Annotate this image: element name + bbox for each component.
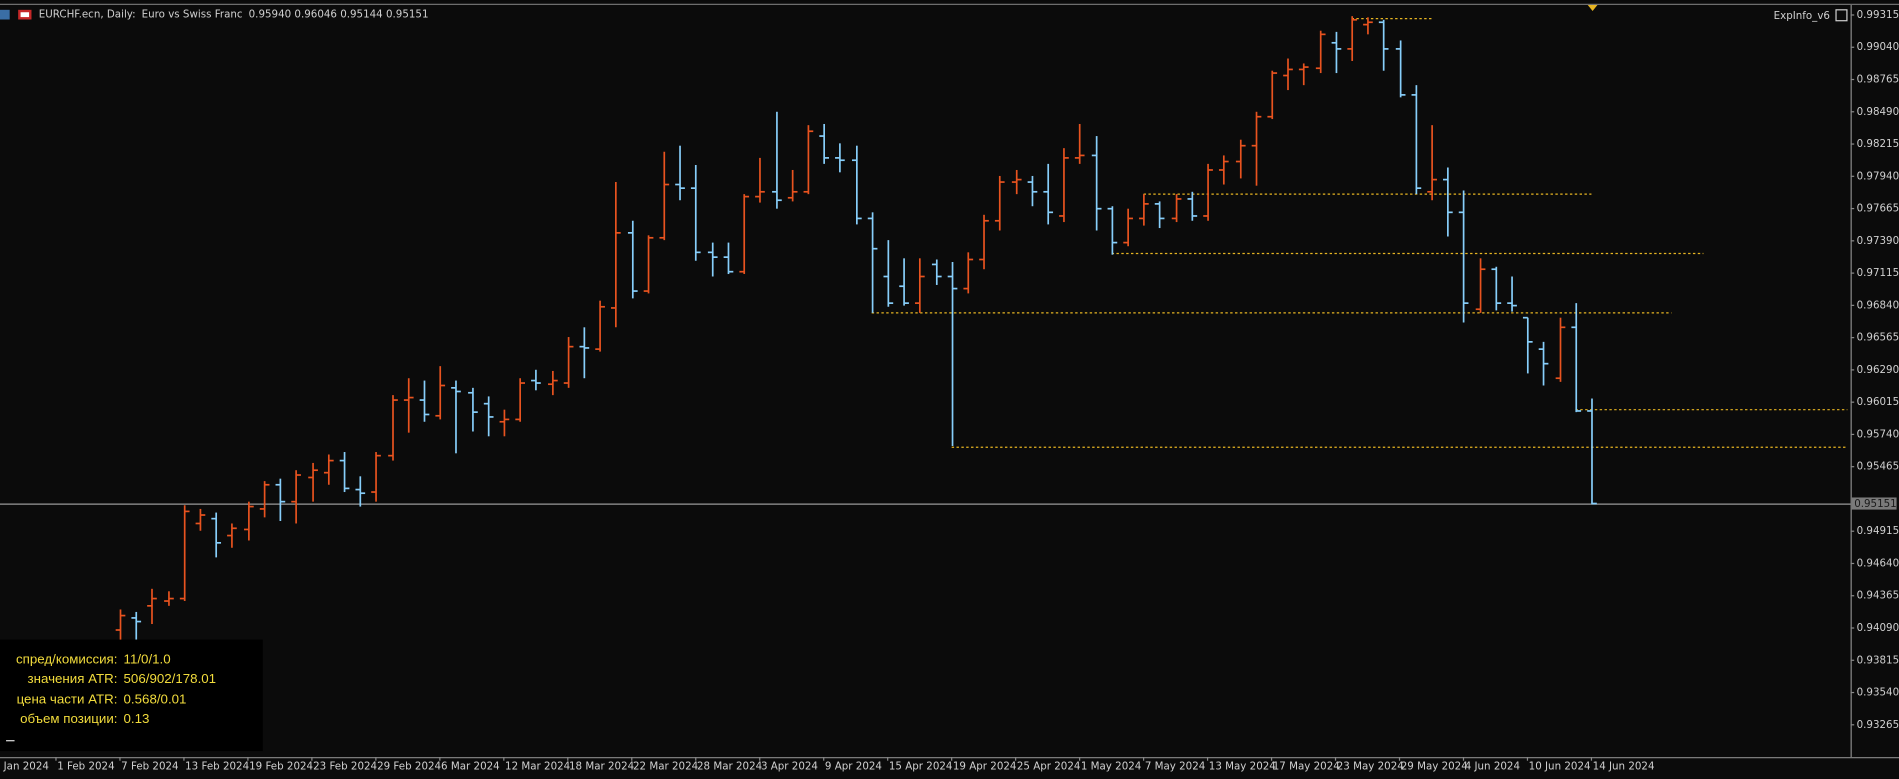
x-tick-label: 18 Mar 2024 [569,761,634,773]
x-tick-label: 23 Feb 2024 [313,761,377,773]
x-tick-label: 17 May 2024 [1273,761,1340,773]
y-tick-label: 0.94365 [1857,590,1899,602]
info-panel: спред/комиссия: 11/0/1.0 значения ATR: 5… [0,639,263,752]
info-background [0,639,263,752]
x-tick-label: 7 Feb 2024 [121,761,178,773]
info-label: цена части ATR: [17,692,118,707]
x-tick-label: 23 May 2024 [1337,761,1404,773]
y-tick-label: 0.96290 [1857,364,1899,376]
y-tick-label: 0.95465 [1857,461,1899,473]
x-tick-label: 22 Mar 2024 [633,761,698,773]
x-tick-label: Jan 2024 [3,761,49,773]
y-tick-label: 0.98765 [1857,74,1899,86]
description: Euro vs Swiss Franc [142,9,243,21]
info-value: 0.568/0.01 [124,692,187,707]
quote: 0.95940 0.96046 0.95144 0.95151 [249,9,429,21]
x-tick-label: 12 Mar 2024 [505,761,570,773]
x-tick-label: 14 Jun 2024 [1593,761,1655,773]
y-tick-label: 0.97390 [1857,235,1899,247]
x-tick-label: 15 Apr 2024 [889,761,953,773]
plot-area: 0.99315 0.99040 0.98765 0.98490 0.98215 0.979… [0,9,1899,773]
info-label: объем позиции: [20,711,117,726]
x-tick-label: 25 Apr 2024 [1017,761,1081,773]
y-tick-label: 0.94090 [1857,622,1899,634]
price-label: 0.95151 [1854,498,1897,510]
y-tick-label: 0.96840 [1857,299,1899,311]
icon[interactable] [0,9,10,20]
x-tick-label: 7 May 2024 [1145,761,1206,773]
chart-title: EURCHF.ecn, Daily: Euro vs Swiss Franc 0.9… [39,9,429,21]
shift-marker[interactable] [1587,4,1598,12]
y-tick-label: 0.97940 [1857,170,1899,182]
x-tick-label: 4 Jun 2024 [1465,761,1520,773]
y-tick-label: 0.94915 [1857,525,1899,537]
y-tick-label: 0.96015 [1857,396,1899,408]
y-tick-label: 0.94640 [1857,557,1899,569]
price-label-box [1851,497,1897,510]
y-tick-label: 0.99315 [1857,9,1899,21]
info-value: 11/0/1.0 [124,652,171,667]
info-label: значения ATR: [28,671,118,686]
y-tick-label: 0.95740 [1857,428,1899,440]
x-tick-label: 28 Mar 2024 [697,761,762,773]
x-tick-label: 1 Feb 2024 [57,761,114,773]
y-tick-label: 0.93540 [1857,687,1899,699]
symbol-icons[interactable] [0,9,32,20]
info-label: спред/комиссия: [16,652,117,667]
x-tick-label: 6 Mar 2024 [441,761,500,773]
x-tick-label: 29 May 2024 [1401,761,1468,773]
y-tick-label: 0.97665 [1857,203,1899,215]
y-tick-label: 0.99040 [1857,41,1899,53]
y-tick-label: 0.98490 [1857,106,1899,118]
y-tick-label: 0.98215 [1857,138,1899,150]
x-tick-label: 13 Feb 2024 [185,761,249,773]
x-tick-label: 29 Feb 2024 [377,761,441,773]
y-tick-label: 0.93265 [1857,719,1899,731]
y-tick-label: 0.93815 [1857,654,1899,666]
y-tick-label: 0.96565 [1857,332,1899,344]
indicator-icon[interactable] [1835,9,1848,22]
info-value: 0.13 [124,711,150,726]
x-tick-label: 1 May 2024 [1081,761,1142,773]
flag-icon [20,12,30,18]
y-tick-label: 0.97115 [1857,267,1899,279]
x-tick-label: 3 Apr 2024 [761,761,818,773]
x-tick-label: 19 Apr 2024 [953,761,1017,773]
info-value: 506/902/178.01 [124,671,217,686]
indicator-name[interactable]: ExpInfo_v6 [1774,10,1830,22]
x-tick-label: 9 Apr 2024 [825,761,882,773]
symbol: EURCHF.ecn, Daily: [39,9,136,21]
x-tick-label: 19 Feb 2024 [249,761,313,773]
x-tick-label: 10 Jun 2024 [1529,761,1591,773]
x-tick-label: 13 May 2024 [1209,761,1276,773]
